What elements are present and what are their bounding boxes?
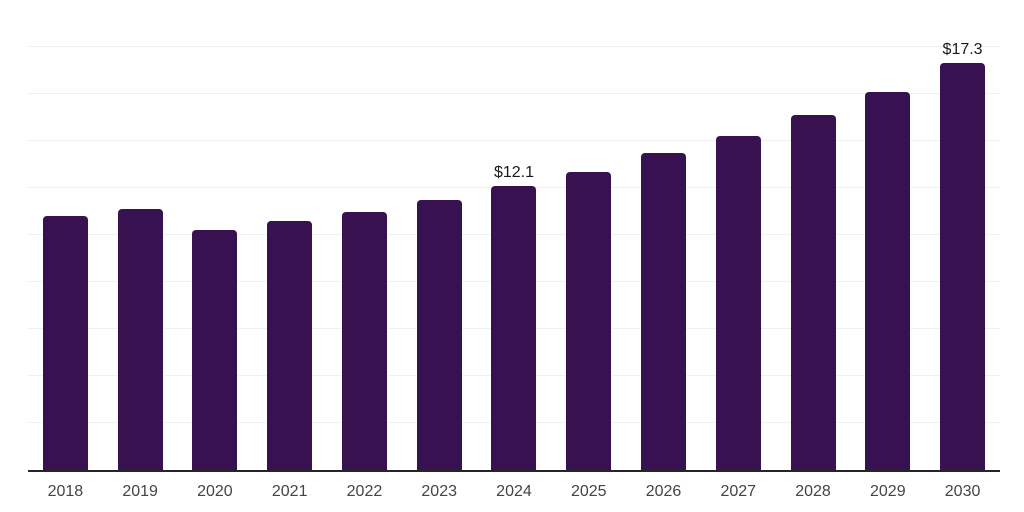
x-axis-tick-label-2019: 2019 xyxy=(122,483,158,500)
bar-slot-2028 xyxy=(776,0,851,470)
bars-row: $12.1 $17.3 xyxy=(28,0,1000,470)
x-axis-tick-label-2021: 2021 xyxy=(271,483,308,500)
bar-slot-2024: $12.1 xyxy=(477,0,552,470)
x-axis-tick-label-2026: 2026 xyxy=(645,483,682,500)
bar-slot-2027 xyxy=(701,0,776,470)
x-axis-tick-label-2029: 2029 xyxy=(870,483,906,500)
bar-2030: $17.3 xyxy=(940,42,986,470)
x-axis-tick-label-2028: 2028 xyxy=(795,483,831,500)
bar-slot-2018 xyxy=(28,0,103,470)
bar-2029 xyxy=(865,91,911,470)
bar-value-label-2030: $17.3 xyxy=(942,41,983,59)
x-axis-tick-label-2018: 2018 xyxy=(47,483,84,500)
bar-2024: $12.1 xyxy=(491,164,537,470)
x-axis-tick-label-2023: 2023 xyxy=(421,483,457,500)
x-axis-tick-label-2024: 2024 xyxy=(496,483,532,500)
gridline-14 xyxy=(28,140,1000,141)
x-axis-tick-label-2027: 2027 xyxy=(720,483,757,500)
bar-slot-2019 xyxy=(103,0,178,470)
bar-slot-2025 xyxy=(551,0,626,470)
bar-2028 xyxy=(790,115,836,470)
bar-slot-2029 xyxy=(850,0,925,470)
gridline-18 xyxy=(28,46,1000,47)
plot-area: $12.1 $17.3 xyxy=(28,0,1000,472)
x-axis-tick-label-2030: 2030 xyxy=(944,483,981,500)
bar-2018 xyxy=(42,216,88,470)
bar-2021 xyxy=(267,220,313,470)
bar-2023 xyxy=(416,199,462,470)
bar-2027 xyxy=(715,136,761,470)
bar-slot-2022 xyxy=(327,0,402,470)
bar-2020 xyxy=(192,230,238,470)
bar-slot-2023 xyxy=(402,0,477,470)
bar-slot-2020 xyxy=(178,0,253,470)
x-axis-tick-label-2022: 2022 xyxy=(346,483,383,500)
bar-slot-2026 xyxy=(626,0,701,470)
bar-slot-2030: $17.3 xyxy=(925,0,1000,470)
bar-2026 xyxy=(641,152,686,470)
x-axis-line xyxy=(28,470,1000,472)
x-axis-tick-label-2025: 2025 xyxy=(570,483,607,500)
bar-2022 xyxy=(341,211,387,470)
gridline-16 xyxy=(28,93,1000,94)
x-axis-tick-label-2020: 2020 xyxy=(197,483,233,500)
x-axis-labels: 2018 2019 2020 2021 2022 2023 2024 2025 2026 2027… xyxy=(28,482,1000,501)
bar-2019 xyxy=(117,209,163,470)
bar-value-label-2024: $12.1 xyxy=(493,163,534,181)
bar-slot-2021 xyxy=(252,0,327,470)
bar-2025 xyxy=(566,171,612,470)
